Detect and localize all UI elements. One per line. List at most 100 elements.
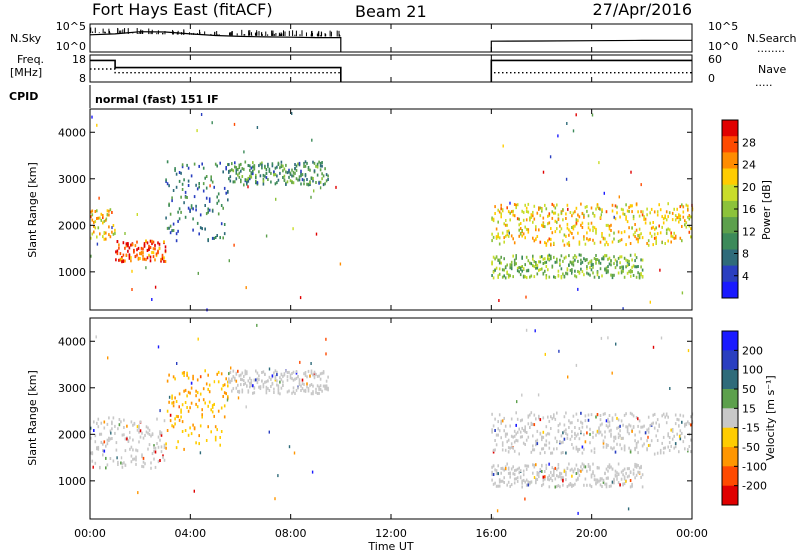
heatmap-cell [571, 214, 573, 218]
heatmap-cell [509, 201, 511, 205]
heatmap-cell [274, 173, 277, 177]
heatmap-cell [265, 176, 268, 180]
heatmap-cell [587, 413, 590, 417]
heatmap-cell [311, 470, 314, 474]
heatmap-cell [574, 431, 576, 435]
heatmap-cell [566, 436, 569, 440]
heatmap-cell [99, 465, 101, 469]
nave-series-line [90, 68, 692, 82]
heatmap-cell [681, 203, 683, 207]
heatmap-cell [535, 477, 537, 481]
heatmap-cell [676, 417, 678, 421]
heatmap-cell [578, 427, 581, 430]
heatmap-cell [234, 165, 236, 169]
heatmap-cell [295, 177, 298, 181]
heatmap-cell [268, 430, 270, 434]
heatmap-cell [138, 430, 140, 434]
heatmap-cell [175, 185, 178, 189]
heatmap-cell [150, 434, 152, 438]
nsky-left-tick-top: 10^5 [56, 20, 86, 33]
heatmap-cell [196, 378, 199, 382]
heatmap-cell [247, 164, 250, 167]
heatmap-cell [554, 260, 557, 264]
colorbar-tick-label: 16 [742, 203, 756, 216]
heatmap-cell [293, 451, 296, 455]
heatmap-cell [601, 210, 603, 214]
heatmap-cell [310, 195, 312, 199]
heatmap-cell [688, 214, 691, 217]
heatmap-cell [610, 273, 612, 277]
heatmap-cell [542, 170, 545, 174]
heatmap-cell [298, 378, 301, 382]
heatmap-cell [312, 373, 314, 377]
velocity-cbar-label: Velocity [m s⁻¹] [764, 375, 777, 460]
heatmap-cell [644, 431, 647, 435]
heatmap-cell [110, 431, 112, 435]
heatmap-cell [551, 473, 554, 477]
heatmap-cell [241, 167, 244, 171]
heatmap-cell [674, 413, 677, 417]
heatmap-cell [149, 259, 152, 263]
heatmap-cell [280, 386, 283, 390]
heatmap-cell [202, 182, 205, 186]
heatmap-cell [610, 229, 612, 232]
heatmap-cell [122, 241, 125, 245]
heatmap-cell [592, 431, 594, 435]
heatmap-cell [209, 184, 211, 188]
heatmap-cell [129, 447, 131, 451]
heatmap-cell [146, 241, 149, 245]
heatmap-cell [656, 210, 659, 214]
heatmap-cell [96, 217, 98, 220]
heatmap-cell [638, 470, 641, 474]
heatmap-cell [506, 223, 508, 227]
velocity-ylabel: Slant Range [km] [26, 370, 39, 466]
heatmap-cell [607, 269, 609, 273]
heatmap-cell [591, 113, 594, 117]
heatmap-cell [548, 446, 551, 450]
heatmap-cell [620, 265, 623, 269]
heatmap-cell [245, 405, 247, 409]
heatmap-cell [197, 271, 199, 275]
heatmap-cell [571, 430, 573, 434]
heatmap-cell [318, 374, 320, 378]
heatmap-cell [592, 470, 594, 474]
heatmap-cell [115, 250, 117, 254]
heatmap-cell [605, 271, 608, 275]
heatmap-cell [202, 398, 205, 402]
heatmap-cell [601, 422, 603, 426]
heatmap-cell [249, 164, 251, 168]
heatmap-cell [245, 286, 247, 290]
heatmap-cell [497, 427, 499, 431]
heatmap-cell [134, 254, 137, 258]
heatmap-cell [580, 262, 582, 266]
heatmap-cell [140, 250, 143, 254]
heatmap-cell [507, 480, 510, 484]
heatmap-cell [214, 236, 217, 239]
heatmap-cell [623, 230, 626, 234]
heatmap-cell [685, 203, 688, 207]
heatmap-cell [595, 481, 597, 485]
heatmap-cell [229, 169, 232, 173]
heatmap-cell [267, 162, 269, 166]
heatmap-cell [532, 254, 534, 258]
nsky-panel: N.Sky N.Search ........ 10^5 10^0 10^5 1… [10, 20, 797, 55]
heatmap-cell [604, 412, 606, 416]
heatmap-cell [613, 273, 615, 277]
heatmap-cell [562, 272, 564, 276]
heatmap-cell [240, 373, 242, 377]
heatmap-cell [513, 214, 516, 218]
heatmap-cell [229, 380, 232, 384]
heatmap-cell [149, 255, 152, 259]
heatmap-cell [629, 485, 632, 489]
heatmap-cell [581, 445, 584, 449]
heatmap-cell [533, 275, 536, 279]
colorbar-segment [722, 427, 738, 448]
heatmap-cell [519, 227, 522, 230]
heatmap-cell [295, 370, 298, 373]
heatmap-cell [141, 455, 143, 459]
heatmap-cell [634, 235, 636, 239]
heatmap-cell [504, 265, 507, 269]
heatmap-cell [267, 379, 269, 383]
heatmap-cell [568, 233, 570, 237]
